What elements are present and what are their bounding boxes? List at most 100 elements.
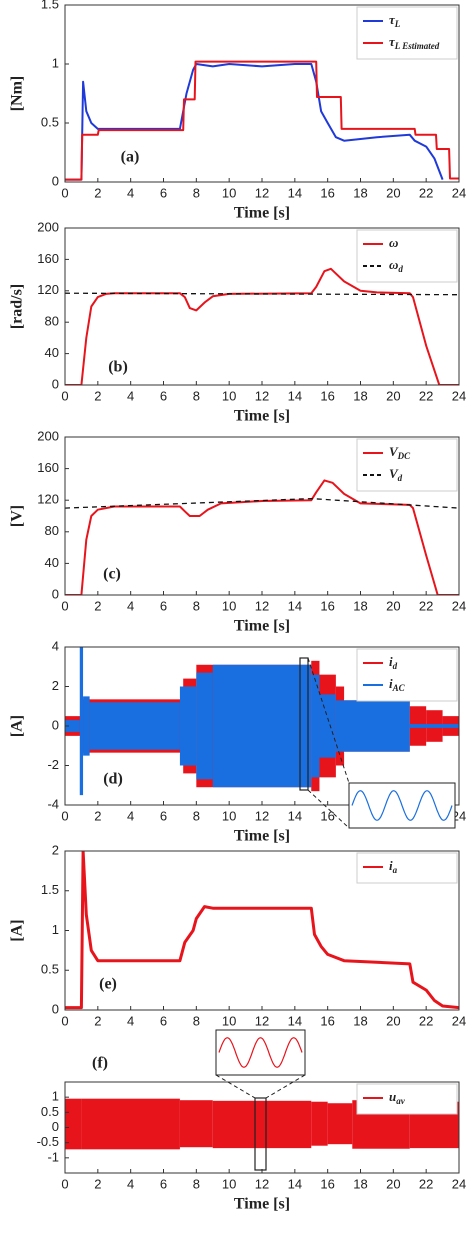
y-tick-label: 0.5 bbox=[41, 962, 59, 977]
x-tick-label: 0 bbox=[61, 1176, 68, 1191]
y-tick-label: 160 bbox=[37, 251, 59, 266]
line bbox=[65, 497, 459, 509]
band-segment bbox=[179, 1100, 213, 1148]
plot-area bbox=[65, 851, 459, 1010]
plot-area bbox=[65, 60, 459, 181]
x-tick-label: 22 bbox=[419, 1013, 433, 1028]
inset bbox=[215, 1029, 306, 1076]
x-tick-label: 22 bbox=[419, 1176, 433, 1191]
panel-label: (d) bbox=[103, 771, 123, 788]
inset-wave bbox=[218, 1037, 303, 1068]
x-tick-label: 22 bbox=[419, 598, 433, 613]
y-tick-label: 120 bbox=[37, 492, 59, 507]
x-tick-label: 18 bbox=[353, 1176, 367, 1191]
legend-subscript: d bbox=[398, 264, 403, 274]
x-tick-label: 12 bbox=[255, 185, 269, 200]
x-tick-label: 2 bbox=[94, 388, 101, 403]
line bbox=[65, 60, 459, 181]
x-tick-label: 4 bbox=[127, 1176, 134, 1191]
legend-name: τ bbox=[389, 12, 396, 27]
zoom-line bbox=[265, 1074, 306, 1099]
y-tick-label: 160 bbox=[37, 460, 59, 475]
legend-label: uav bbox=[389, 1089, 406, 1106]
x-tick-label: 24 bbox=[452, 185, 466, 200]
band-segment bbox=[319, 694, 336, 758]
legend-name: ω bbox=[389, 257, 398, 272]
x-tick-label: 6 bbox=[160, 1176, 167, 1191]
legend-label: ia bbox=[389, 858, 398, 875]
y-tick-label: 1 bbox=[52, 55, 59, 70]
x-tick-label: 24 bbox=[452, 1176, 466, 1191]
x-tick-label: 2 bbox=[94, 1013, 101, 1028]
legend-label: τL bbox=[389, 12, 401, 29]
x-tick-label: 14 bbox=[288, 185, 302, 200]
y-tick-label: 0 bbox=[52, 173, 59, 188]
legend-box bbox=[356, 229, 458, 283]
band-segment bbox=[179, 686, 197, 766]
band-segment bbox=[327, 1103, 353, 1145]
x-tick-label: 16 bbox=[320, 598, 334, 613]
inset-wave bbox=[351, 790, 453, 821]
y-tick-label: 0.5 bbox=[41, 114, 59, 129]
y-axis-label: [rad/s] bbox=[9, 284, 26, 329]
legend-subscript: d bbox=[393, 661, 398, 671]
zoom-box bbox=[254, 1097, 267, 1171]
y-tick-label: 0 bbox=[52, 376, 59, 391]
y-tick-label: 0 bbox=[52, 586, 59, 601]
x-tick-label: 6 bbox=[160, 1013, 167, 1028]
x-tick-label: 4 bbox=[127, 808, 134, 823]
x-tick-label: 18 bbox=[353, 598, 367, 613]
x-tick-label: 14 bbox=[288, 808, 302, 823]
line bbox=[65, 479, 459, 595]
legend-subscript: a bbox=[393, 865, 398, 875]
zoom-line bbox=[215, 1074, 256, 1099]
x-tick-label: 12 bbox=[255, 808, 269, 823]
legend-name: i bbox=[389, 676, 393, 691]
y-tick-label: 200 bbox=[37, 428, 59, 443]
x-tick-label: 8 bbox=[193, 598, 200, 613]
x-tick-label: 6 bbox=[160, 808, 167, 823]
legend-name: τ bbox=[389, 34, 396, 49]
band-segment bbox=[335, 700, 410, 752]
x-tick-label: 20 bbox=[386, 598, 400, 613]
x-tick-label: 16 bbox=[320, 808, 334, 823]
x-tick-label: 6 bbox=[160, 185, 167, 200]
legend-label: Vd bbox=[389, 466, 403, 483]
legend-name: ω bbox=[389, 235, 398, 250]
x-tick-label: 4 bbox=[127, 388, 134, 403]
plot-area bbox=[65, 647, 459, 796]
x-tick-label: 18 bbox=[353, 185, 367, 200]
x-tick-label: 4 bbox=[127, 598, 134, 613]
plot-area bbox=[65, 479, 459, 595]
y-tick-label: 40 bbox=[45, 345, 59, 360]
band-segment bbox=[83, 696, 90, 756]
line bbox=[65, 292, 459, 296]
x-tick-label: 8 bbox=[193, 388, 200, 403]
y-tick-label: 80 bbox=[45, 314, 59, 329]
y-axis-label: [A] bbox=[9, 715, 26, 737]
x-tick-label: 0 bbox=[61, 598, 68, 613]
x-tick-label: 14 bbox=[288, 1176, 302, 1191]
x-tick-label: 2 bbox=[94, 598, 101, 613]
legend-label: τL Estimated bbox=[389, 34, 440, 51]
x-tick-label: 16 bbox=[320, 185, 334, 200]
legend-label: iAC bbox=[389, 676, 406, 693]
legend-subscript: DC bbox=[397, 451, 411, 461]
y-tick-label: 2 bbox=[52, 842, 59, 857]
y-axis-label: [A] bbox=[9, 919, 26, 941]
line bbox=[65, 267, 459, 385]
x-axis-label: Time [s] bbox=[234, 1196, 290, 1213]
y-tick-label: -0.5 bbox=[37, 1134, 59, 1149]
x-tick-label: 10 bbox=[222, 1176, 236, 1191]
x-tick-label: 10 bbox=[222, 1013, 236, 1028]
y-tick-label: 120 bbox=[37, 282, 59, 297]
legend-name: u bbox=[389, 1089, 396, 1104]
panel-label: (b) bbox=[108, 359, 128, 376]
plot-area bbox=[65, 267, 459, 385]
y-tick-label: 1 bbox=[52, 922, 59, 937]
band-segment bbox=[89, 702, 180, 750]
x-tick-label: 14 bbox=[288, 1013, 302, 1028]
panel-label: (c) bbox=[103, 566, 121, 583]
band-segment bbox=[212, 664, 312, 788]
panel-label: (f) bbox=[92, 1055, 108, 1072]
